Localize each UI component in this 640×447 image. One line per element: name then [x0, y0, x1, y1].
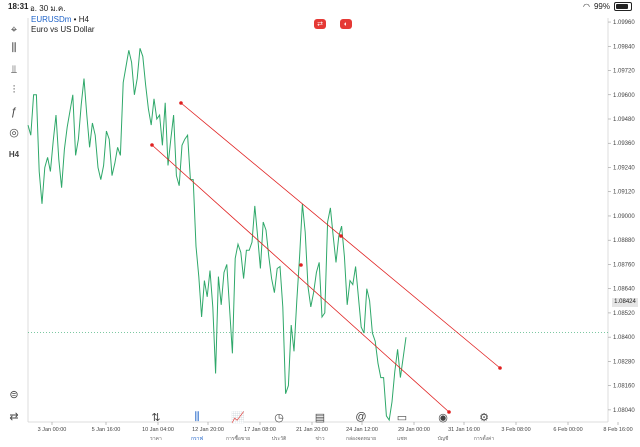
y-tick-label: 1.09240: [613, 165, 635, 171]
x-tick-label: 29 Jan 00:00: [398, 427, 430, 433]
x-tick-label: 12 Jan 20:00: [192, 427, 224, 433]
battery-icon: [614, 2, 632, 11]
trendline-handle[interactable]: [498, 366, 502, 370]
x-tick-label: 3 Feb 08:00: [501, 427, 530, 433]
status-bar: 18:31 อ. 30 ม.ค. ◠ 99%: [0, 0, 640, 14]
tab-label: ราคา: [150, 436, 162, 442]
tab-8[interactable]: ⚙ การตั้งค่า: [464, 412, 504, 443]
tab-label: การตั้งค่า: [473, 436, 495, 442]
y-tick-label: 1.08040: [613, 408, 635, 414]
tab-icon: ⚙: [479, 412, 489, 424]
objects-icon[interactable]: ◎: [9, 126, 19, 139]
tab-icon: ⫼: [194, 411, 200, 423]
symbol-timeframe: H4: [78, 15, 89, 24]
trade-icon[interactable]: ⇄: [9, 410, 19, 423]
tab-label: กราฟ: [190, 436, 204, 442]
x-tick-label: 3 Jan 00:00: [38, 427, 67, 433]
x-tick-label: 6 Feb 00:00: [553, 427, 582, 433]
tab-label: การซื้อขาย: [225, 436, 251, 442]
tab-1[interactable]: ⫼ กราฟ: [177, 411, 217, 443]
tab-4[interactable]: ▤ ข่าว: [300, 412, 340, 443]
indicators-icon[interactable]: ⫫: [10, 63, 18, 76]
tab-icon: @: [355, 411, 367, 423]
status-right: ◠ 99%: [583, 2, 632, 11]
y-tick-label: 1.09360: [613, 141, 635, 147]
current-price-badge: 1.08424: [612, 298, 638, 307]
y-tick-label: 1.09120: [613, 190, 635, 196]
bottom-tab-bar: ⇅ ราคา ⫼ กราฟ 📈 การซื้อขาย ◷ ประวัติ ▤ ข่าว @ กล่อง…: [0, 411, 640, 447]
tab-icon: ▭: [396, 412, 408, 424]
left-toolbar: ⌖ ⫼ ⫫ ⫶ ƒ ◎ H4 ⊜ ⇄: [0, 14, 28, 423]
y-tick-label: 1.08640: [613, 287, 635, 293]
y-tick-label: 1.08280: [613, 359, 635, 365]
y-tick-label: 1.08400: [613, 335, 635, 341]
symbol-name: EURUSDm: [31, 15, 72, 24]
trendline-handle[interactable]: [299, 263, 303, 267]
y-tick-label: 1.09600: [613, 93, 635, 99]
tab-label: แชท: [397, 436, 407, 442]
x-tick-label: 8 Feb 16:00: [603, 427, 632, 433]
tab-icon: ⇅: [151, 412, 161, 424]
x-tick-label: 24 Jan 12:00: [346, 427, 378, 433]
timeframe-icon[interactable]: H4: [8, 149, 20, 159]
tab-5[interactable]: @ กล่องจดหมาย: [341, 411, 381, 443]
tab-3[interactable]: ◷ ประวัติ: [259, 412, 299, 443]
wifi-icon: ◠: [583, 2, 590, 11]
y-tick-label: 1.09720: [613, 69, 635, 75]
crosshair-icon[interactable]: ⌖: [10, 23, 18, 36]
tab-label: กล่องจดหมาย: [345, 436, 377, 442]
settings-sliders-icon[interactable]: ⫶: [12, 83, 16, 96]
status-date: อ. 30 ม.ค.: [30, 4, 66, 13]
x-tick-label: 10 Jan 04:00: [142, 427, 174, 433]
status-time: 18:31: [8, 2, 29, 11]
trendline-handle[interactable]: [150, 143, 154, 147]
battery-percent: 99%: [593, 2, 610, 11]
chart-type-icon[interactable]: ⫼: [11, 41, 17, 54]
tab-7[interactable]: ◉ บัญชี: [423, 412, 463, 443]
trendline-handle[interactable]: [179, 101, 183, 105]
y-tick-label: 1.09840: [613, 44, 635, 50]
trendline-2: [151, 144, 450, 413]
y-tick-label: 1.08880: [613, 238, 635, 244]
symbol-description: Euro vs US Dollar: [31, 25, 95, 34]
trendline-handle[interactable]: [339, 234, 343, 238]
function-icon[interactable]: ƒ: [10, 106, 18, 118]
x-tick-label: 17 Jan 08:00: [244, 427, 276, 433]
trendline-handle[interactable]: [447, 410, 451, 414]
one-click-icon[interactable]: ◐: [340, 19, 352, 29]
tab-label: บัญชี: [437, 436, 449, 442]
symbol-header: EURUSDm • H4 Euro vs US Dollar: [31, 15, 95, 34]
tab-2[interactable]: 📈 การซื้อขาย: [218, 412, 258, 443]
tab-icon: ◷: [274, 412, 284, 424]
tab-icon: 📈: [231, 412, 245, 424]
y-tick-label: 1.08760: [613, 262, 635, 268]
top-icons: ⇄ ◐: [314, 19, 352, 29]
y-tick-label: 1.08520: [613, 311, 635, 317]
y-tick-label: 1.09480: [613, 117, 635, 123]
tab-6[interactable]: ▭ แชท: [382, 412, 422, 443]
tab-icon: ◉: [438, 412, 448, 424]
x-tick-label: 5 Jan 16:00: [92, 427, 121, 433]
x-tick-label: 21 Jan 20:00: [296, 427, 328, 433]
tab-0[interactable]: ⇅ ราคา: [136, 412, 176, 443]
y-tick-label: 1.09000: [613, 214, 635, 220]
x-tick-label: 31 Jan 16:00: [448, 427, 480, 433]
tab-label: ข่าว: [315, 436, 325, 442]
trade-panel-icon[interactable]: ⇄: [314, 19, 326, 29]
price-line-series: [27, 48, 407, 422]
tab-label: ประวัติ: [271, 436, 287, 442]
y-tick-label: 1.08160: [613, 384, 635, 390]
y-tick-label: 1.09960: [613, 20, 635, 26]
tab-icon: ▤: [314, 412, 326, 424]
zoom-icon[interactable]: ⊜: [9, 388, 19, 401]
